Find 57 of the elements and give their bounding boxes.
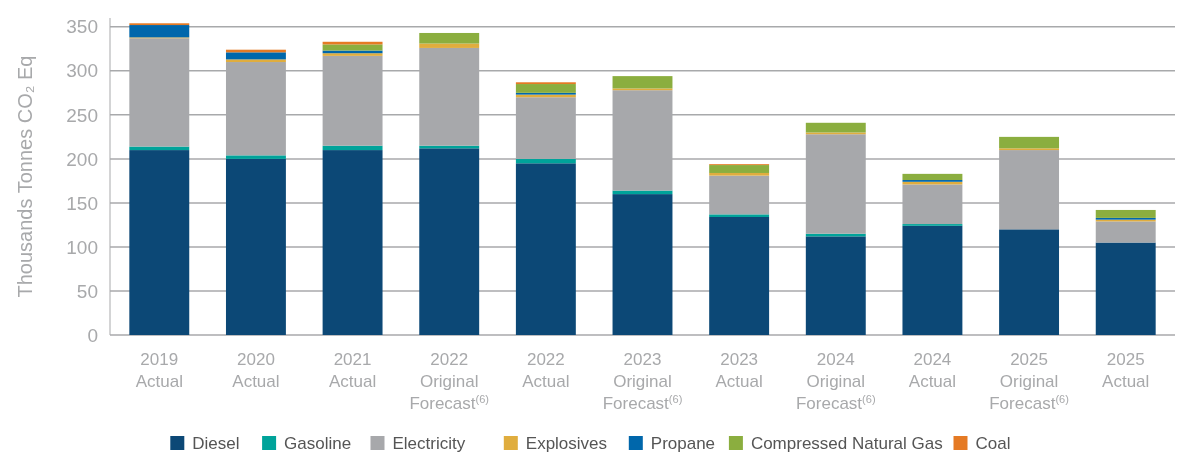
bar (999, 136, 1060, 149)
legend-label: Explosives (525, 434, 608, 453)
x-tick-label: 2021 Actual (328, 350, 377, 391)
y-axis-title: Thousands Tonnes CO₂ Eq (14, 55, 36, 298)
x-tick-label: 2022 Actual (522, 350, 570, 391)
bar (612, 76, 673, 89)
bar (805, 122, 866, 133)
bar (515, 84, 576, 93)
x-tick-label: 2024 Original Forecast$^{(6)}$ (795, 350, 876, 413)
bar (419, 32, 480, 44)
bar (709, 172, 770, 176)
legend-label: Compressed Natural Gas (750, 434, 943, 453)
bar (515, 158, 576, 164)
legend-label: Electricity (392, 434, 466, 453)
legend-label: Coal (975, 434, 1011, 453)
y-tick-label: 200 (66, 148, 98, 170)
bar (225, 155, 286, 159)
x-tick-label: 2025 Original Forecast$^{(6)}$ (989, 350, 1069, 413)
bar (805, 236, 866, 335)
x-tick-label: 2023 Actual (715, 350, 763, 391)
x-tick-label: 2025 Actual (1102, 350, 1150, 391)
bar (709, 165, 770, 173)
legend-label: Propane (650, 434, 716, 453)
bar (515, 163, 576, 335)
bar (612, 194, 673, 335)
bar (322, 145, 383, 151)
bar (225, 52, 286, 60)
x-tick-label: 2023 Original Forecast$^{(6)}$ (602, 350, 683, 413)
y-tick-label: 50 (76, 280, 98, 302)
legend-label: Gasoline (284, 434, 352, 453)
bar (999, 229, 1060, 335)
x-tick-label: 2024 Actual (908, 350, 957, 391)
legend-label: Diesel (192, 434, 240, 453)
bar (1095, 209, 1156, 218)
y-tick-label: 0 (87, 324, 98, 346)
y-tick-label: 250 (66, 104, 98, 126)
bar (129, 150, 190, 335)
bar (225, 59, 286, 63)
bar (225, 158, 286, 335)
bar (709, 217, 770, 335)
bar (902, 225, 963, 335)
x-tick-label: 2022 Original Forecast$^{(6)}$ (409, 350, 490, 413)
y-tick-label: 100 (66, 236, 98, 258)
x-tick-label: 2019 Actual (135, 350, 183, 391)
x-tick-label: 2020 Actual (232, 350, 280, 391)
bar (322, 150, 383, 335)
bar (129, 25, 190, 38)
bar (322, 44, 383, 51)
y-tick-label: 350 (66, 16, 98, 38)
bar (902, 173, 963, 181)
bar (709, 214, 770, 218)
bar (1095, 242, 1156, 335)
bar (419, 148, 480, 335)
y-tick-label: 150 (66, 192, 98, 214)
y-tick-label: 300 (66, 60, 98, 82)
bar (419, 43, 480, 48)
bar (1095, 221, 1156, 243)
